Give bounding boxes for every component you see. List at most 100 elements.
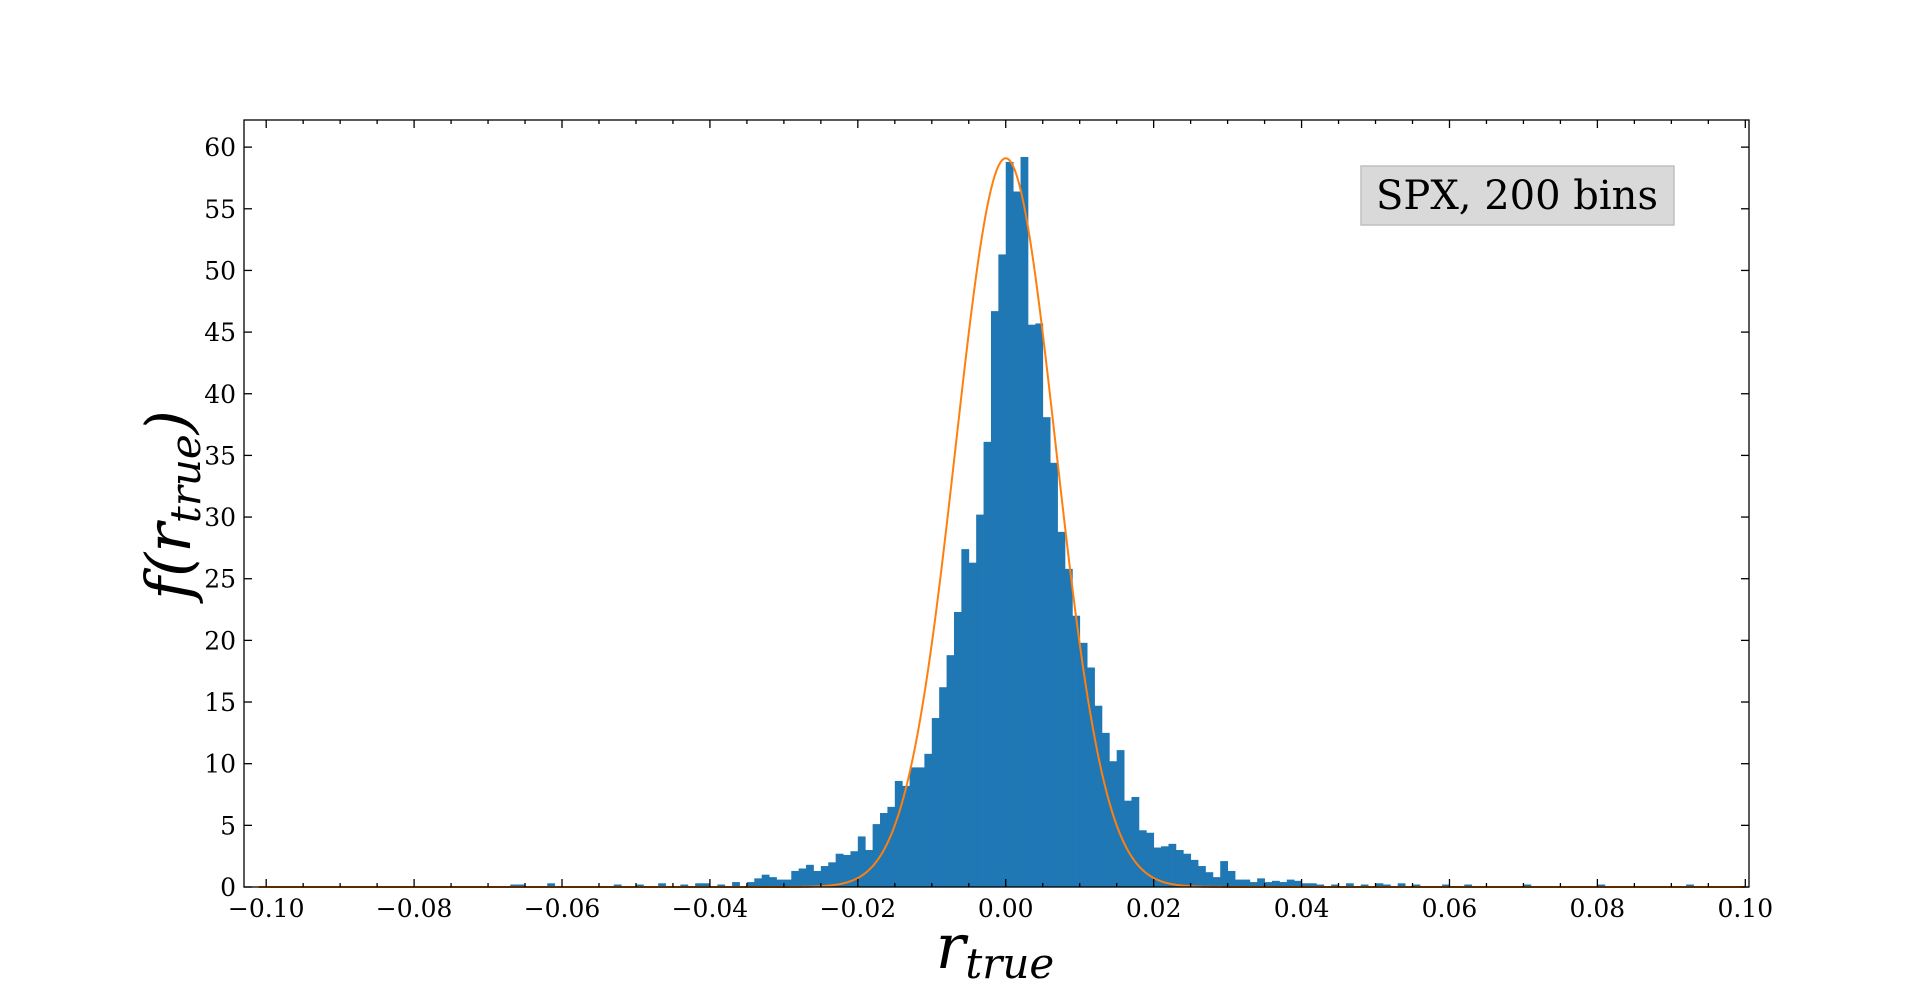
histogram-bar bbox=[1138, 830, 1147, 887]
histogram-bar bbox=[1027, 324, 1036, 887]
histogram-bar bbox=[1249, 882, 1258, 887]
annotation-box: SPX, 200 bins bbox=[1360, 165, 1675, 226]
histogram-bar bbox=[1523, 884, 1532, 887]
histogram-bar bbox=[1286, 879, 1295, 887]
histogram-bar bbox=[1183, 853, 1192, 887]
y-tick-label: 40 bbox=[204, 380, 236, 409]
histogram-bar bbox=[1686, 884, 1694, 887]
histogram-bar bbox=[902, 785, 911, 887]
y-tick-label: 15 bbox=[204, 688, 236, 717]
histogram-bar bbox=[1109, 761, 1118, 887]
y-axis-label-main: r bbox=[132, 520, 205, 553]
y-axis-label-subscript: true bbox=[161, 434, 210, 523]
histogram-bar bbox=[1057, 531, 1066, 887]
histogram-bar bbox=[1412, 884, 1421, 887]
annotation-text: SPX, 200 bins bbox=[1376, 173, 1658, 219]
histogram-bar bbox=[1175, 850, 1184, 887]
histogram-bar bbox=[813, 870, 822, 887]
histogram-bar bbox=[946, 655, 955, 887]
histogram-bar bbox=[1035, 323, 1044, 888]
x-tick-label: 0.00 bbox=[978, 894, 1034, 923]
y-tick-label: 55 bbox=[204, 195, 236, 224]
histogram-bar bbox=[1094, 705, 1103, 887]
histogram-bar bbox=[983, 441, 992, 887]
histogram-bar bbox=[872, 824, 881, 887]
histogram-bar bbox=[1087, 667, 1095, 887]
y-tick-label: 25 bbox=[204, 565, 236, 594]
histogram-bar bbox=[924, 753, 933, 887]
histogram-bar bbox=[1190, 859, 1199, 887]
histogram-bar bbox=[769, 877, 777, 887]
histogram-bar bbox=[1235, 879, 1243, 887]
histogram-bar bbox=[857, 836, 866, 887]
histogram-bar bbox=[517, 884, 526, 887]
x-tick-label: 0.06 bbox=[1422, 894, 1478, 923]
histogram-bar bbox=[761, 874, 770, 887]
y-axis-label: f(rtrue) bbox=[132, 410, 210, 604]
histogram-bar bbox=[1020, 156, 1029, 888]
histogram-bar bbox=[820, 866, 829, 887]
histogram-bar bbox=[732, 882, 740, 887]
histogram-bar bbox=[547, 883, 556, 887]
histogram-bar bbox=[791, 870, 800, 887]
histogram-bar bbox=[1079, 642, 1088, 887]
histogram-bar bbox=[717, 884, 726, 887]
histogram-bar bbox=[1131, 796, 1140, 887]
histogram-bar bbox=[510, 884, 519, 887]
x-tick-label: 0.04 bbox=[1274, 894, 1330, 923]
histogram-bar bbox=[1220, 861, 1229, 887]
histogram-bar bbox=[953, 612, 962, 887]
y-tick-label: 35 bbox=[204, 441, 236, 470]
histogram-bar bbox=[961, 549, 970, 887]
histogram-bar bbox=[1042, 417, 1051, 887]
histogram-bar bbox=[850, 851, 859, 887]
y-tick-label: 5 bbox=[220, 811, 236, 840]
x-tick-label: 0.10 bbox=[1717, 894, 1773, 923]
histogram-bar bbox=[1360, 884, 1369, 887]
histogram-bars bbox=[510, 156, 1694, 888]
histogram-bar bbox=[976, 514, 984, 887]
histogram-bar bbox=[931, 718, 940, 887]
annotation-background bbox=[1360, 165, 1675, 226]
histogram-bar bbox=[1168, 843, 1177, 887]
histogram-bar bbox=[746, 882, 755, 887]
histogram-bar bbox=[1205, 872, 1214, 887]
histogram-bar bbox=[894, 780, 903, 887]
y-tick-label: 45 bbox=[204, 318, 236, 347]
histogram-bar bbox=[1212, 877, 1221, 887]
histogram-bar bbox=[909, 767, 918, 887]
histogram-bar bbox=[1345, 883, 1354, 887]
histogram-bar bbox=[835, 853, 844, 887]
plot-frame bbox=[243, 119, 1750, 888]
histogram-bar bbox=[783, 879, 792, 887]
histogram-bar bbox=[1375, 883, 1384, 887]
histogram-bar bbox=[1442, 884, 1450, 887]
histogram-bar bbox=[1316, 884, 1325, 887]
histogram-bar bbox=[806, 864, 814, 887]
histogram-bar bbox=[1294, 880, 1302, 887]
x-tick-label: −0.08 bbox=[376, 894, 453, 923]
histogram-bar bbox=[1161, 846, 1169, 887]
tick-labels: −0.10 −0.08 −0.06 −0.04 −0.02 0.00 0.02 0.04 0.0… bbox=[204, 133, 1773, 923]
histogram-bar bbox=[702, 883, 711, 887]
histogram-bar bbox=[1242, 879, 1251, 887]
x-axis-label-subscript: true bbox=[965, 939, 1054, 985]
histogram-bar bbox=[1382, 884, 1391, 887]
histogram-bar bbox=[1271, 880, 1280, 887]
y-tick-label: 30 bbox=[204, 503, 236, 532]
x-tick-label: 0.08 bbox=[1570, 894, 1626, 923]
x-tick-label: 0.02 bbox=[1126, 894, 1182, 923]
histogram-bar bbox=[754, 878, 763, 887]
histogram-bar bbox=[1397, 883, 1406, 887]
y-tick-label: 10 bbox=[204, 750, 236, 779]
histogram-bar bbox=[1301, 883, 1310, 887]
y-tick-label: 0 bbox=[220, 873, 236, 902]
x-axis-label: rtrue bbox=[936, 910, 1055, 985]
histogram-bar bbox=[1331, 884, 1339, 887]
histogram-bar bbox=[635, 884, 644, 887]
y-tick-label: 20 bbox=[204, 626, 236, 655]
histogram-bar bbox=[1279, 882, 1288, 887]
y-tick-label: 50 bbox=[204, 256, 236, 285]
histogram-bar bbox=[998, 254, 1007, 887]
